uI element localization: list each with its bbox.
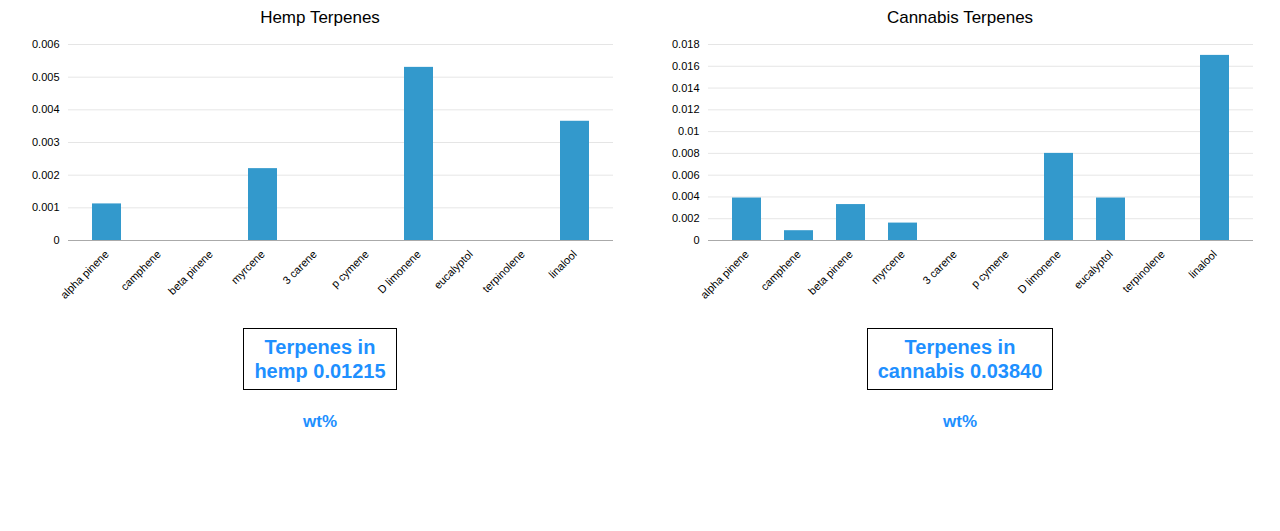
svg-text:0.014: 0.014 [671, 82, 699, 94]
svg-text:camphene: camphene [758, 248, 803, 293]
svg-text:3 carene: 3 carene [920, 248, 959, 287]
html-text:cannabis 0.03840: cannabis 0.03840 [877, 360, 1043, 382]
svg-text:0.016: 0.016 [671, 60, 699, 72]
svg-text:myrcene: myrcene [228, 248, 266, 286]
svg-text:0.003: 0.003 [31, 136, 59, 148]
svg-text:0.008: 0.008 [671, 147, 699, 159]
svg-text:0.004: 0.004 [671, 190, 699, 202]
svg-text:0.01: 0.01 [678, 125, 699, 137]
svg-text:0.002: 0.002 [31, 169, 59, 181]
svg-text:linalool: linalool [1186, 248, 1219, 281]
html-text:Terpenes in: Terpenes in [264, 336, 376, 358]
svg-text:alpha pinene: alpha pinene [697, 248, 750, 301]
html-text:wt%: wt% [943, 412, 977, 431]
svg-text:0.006: 0.006 [671, 169, 699, 181]
svg-text:0.006: 0.006 [31, 38, 59, 50]
svg-text:0: 0 [53, 234, 59, 246]
svg-text:3 carene: 3 carene [280, 248, 319, 287]
svg-text:D limonene: D limonene [375, 248, 423, 296]
html-text:Cannabis Terpenes: Cannabis Terpenes [886, 8, 1034, 27]
svg-text:eucalyptol: eucalyptol [1071, 248, 1115, 292]
svg-text:terpinolene: terpinolene [1119, 248, 1166, 295]
svg-text:p cymene: p cymene [328, 248, 370, 290]
svg-text:0: 0 [693, 234, 699, 246]
html-text:Hemp Terpenes: Hemp Terpenes [260, 8, 380, 27]
html-text:Terpenes in: Terpenes in [904, 336, 1016, 358]
svg-text:myrcene: myrcene [868, 248, 906, 286]
svg-text:0.018: 0.018 [671, 38, 699, 50]
svg-text:0.001: 0.001 [31, 201, 59, 213]
html-text:wt%: wt% [303, 412, 337, 431]
svg-text:0.012: 0.012 [671, 103, 699, 115]
html-text:hemp 0.01215: hemp 0.01215 [254, 360, 386, 382]
svg-text:camphene: camphene [118, 248, 163, 293]
svg-text:beta pinene: beta pinene [805, 248, 854, 297]
svg-text:alpha pinene: alpha pinene [57, 248, 110, 301]
svg-text:beta pinene: beta pinene [165, 248, 214, 297]
svg-text:0.004: 0.004 [31, 103, 59, 115]
svg-text:0.002: 0.002 [671, 212, 699, 224]
svg-text:linalool: linalool [546, 248, 579, 281]
svg-text:p cymene: p cymene [968, 248, 1010, 290]
svg-text:eucalyptol: eucalyptol [431, 248, 475, 292]
svg-text:0.005: 0.005 [31, 71, 59, 83]
svg-text:terpinolene: terpinolene [479, 248, 526, 295]
svg-text:D limonene: D limonene [1015, 248, 1063, 296]
